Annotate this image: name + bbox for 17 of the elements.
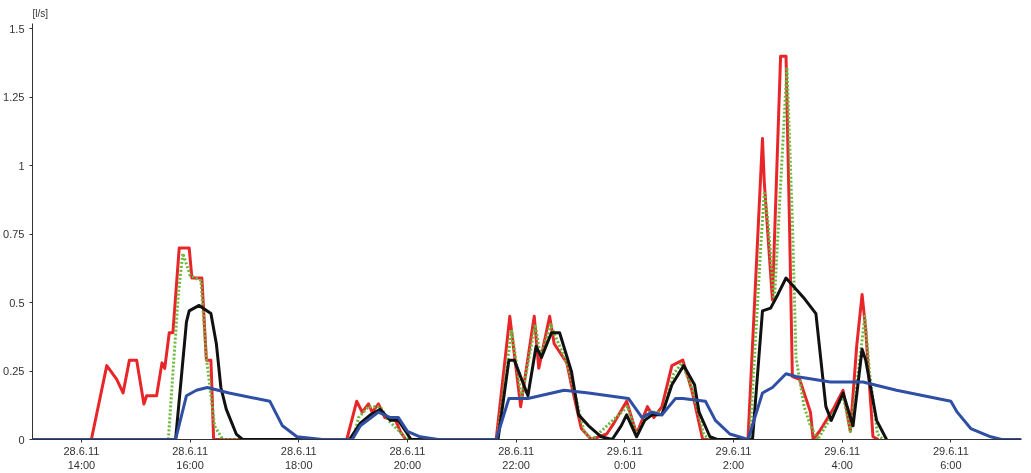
y-tick-label: 0 xyxy=(18,433,25,446)
y-tick-label: 0.75 xyxy=(3,228,25,241)
x-tick-label: 28.6.11 22:00 xyxy=(498,444,535,471)
x-tick-label: 28.6.11 18:00 xyxy=(280,444,317,471)
x-tick-label: 28.6.11 20:00 xyxy=(389,444,426,471)
y-tick-label: 1 xyxy=(18,159,25,172)
y-tick-label: 0.25 xyxy=(3,365,25,378)
y-axis-title: [l/s] xyxy=(32,7,49,19)
x-tick-label: 29.6.11 6:00 xyxy=(932,444,969,471)
x-tick-label: 29.6.11 0:00 xyxy=(606,444,643,471)
x-tick-label: 28.6.11 16:00 xyxy=(172,444,209,471)
x-tick-label: 28.6.11 14:00 xyxy=(63,444,100,471)
y-tick-label: 1.25 xyxy=(3,91,25,104)
x-tick-label: 29.6.11 4:00 xyxy=(824,444,861,471)
x-tick-label: 29.6.11 2:00 xyxy=(715,444,752,471)
y-tick-label: 0.5 xyxy=(9,296,25,309)
y-tick-label: 1.5 xyxy=(9,22,25,35)
